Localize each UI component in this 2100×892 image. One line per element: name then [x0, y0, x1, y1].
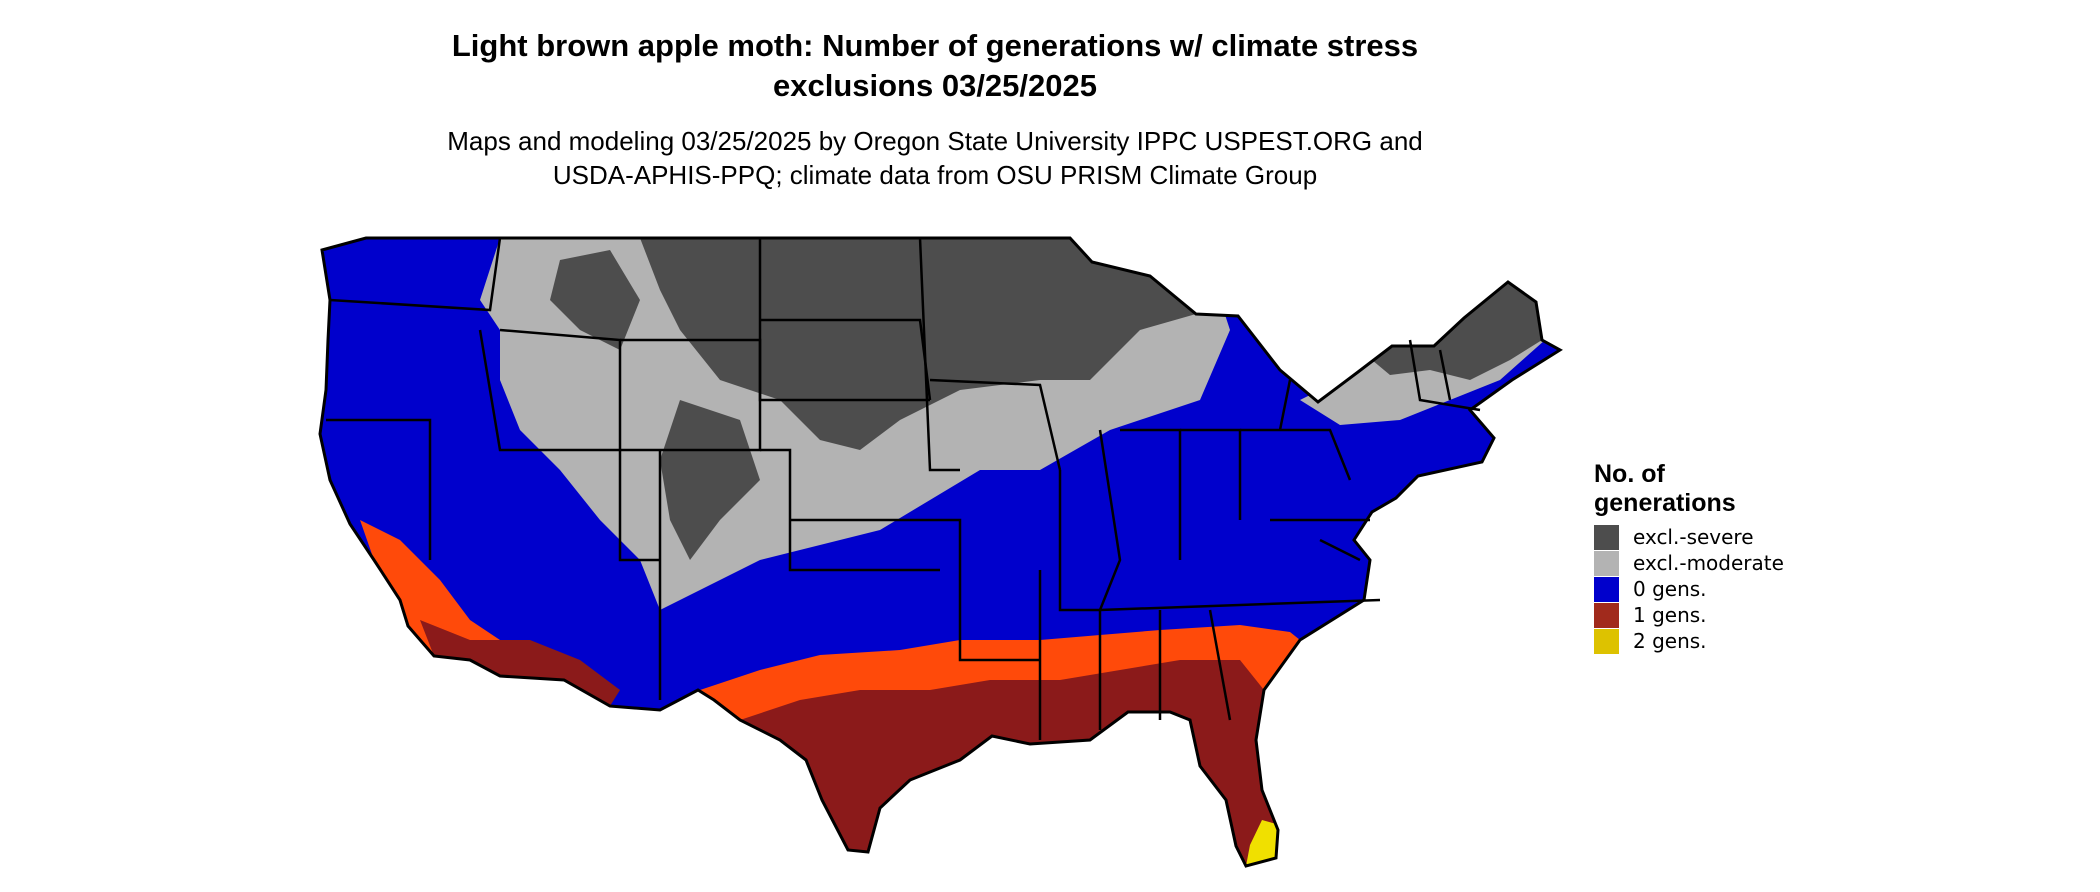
- legend-item-excl-severe: excl.-severe: [1594, 524, 1894, 550]
- legend-label: 2 gens.: [1633, 629, 1707, 653]
- legend-title-line1: No. of: [1594, 460, 1665, 488]
- legend-label: excl.-severe: [1633, 525, 1754, 549]
- legend-swatch: [1594, 628, 1619, 654]
- legend-swatch: [1594, 550, 1619, 576]
- legend-title-line2: generations: [1594, 489, 1736, 517]
- legend-item-0-gens: 0 gens.: [1594, 576, 1894, 602]
- zone-2-gens: [1246, 820, 1280, 866]
- map-title-line2: exclusions 03/25/2025: [772, 68, 1097, 103]
- legend-title: No. of generations: [1594, 460, 1894, 518]
- zone-1-gens-dark-southwest: [420, 620, 620, 706]
- zone-excl-severe-rockies: [550, 250, 760, 560]
- legend-item-1-gens: 1 gens.: [1594, 602, 1894, 628]
- zone-excl-severe: [640, 238, 1196, 450]
- legend-swatch: [1594, 576, 1619, 602]
- legend-item-excl-moderate: excl.-moderate: [1594, 550, 1894, 576]
- map-title-line1: Light brown apple moth: Number of genera…: [451, 28, 1419, 63]
- legend-item-2-gens: 2 gens.: [1594, 628, 1894, 654]
- legend-label: 0 gens.: [1633, 577, 1707, 601]
- zone-1-gens-light-west: [360, 520, 500, 660]
- legend-label: 1 gens.: [1633, 603, 1707, 627]
- map-title: Light brown apple moth: Number of genera…: [360, 26, 1510, 106]
- map-subtitle: Maps and modeling 03/25/2025 by Oregon S…: [360, 124, 1510, 192]
- legend-swatch: [1594, 602, 1619, 628]
- legend-label: excl.-moderate: [1633, 551, 1784, 575]
- legend: No. of generations excl.-severe excl.-mo…: [1594, 460, 1894, 654]
- state-borders: [326, 237, 1481, 740]
- legend-swatch: [1594, 524, 1619, 550]
- generation-zones: [320, 238, 1560, 866]
- map-subtitle-line2: USDA-APHIS-PPQ; climate data from OSU PR…: [552, 160, 1318, 190]
- map-subtitle-line1: Maps and modeling 03/25/2025 by Oregon S…: [447, 126, 1423, 156]
